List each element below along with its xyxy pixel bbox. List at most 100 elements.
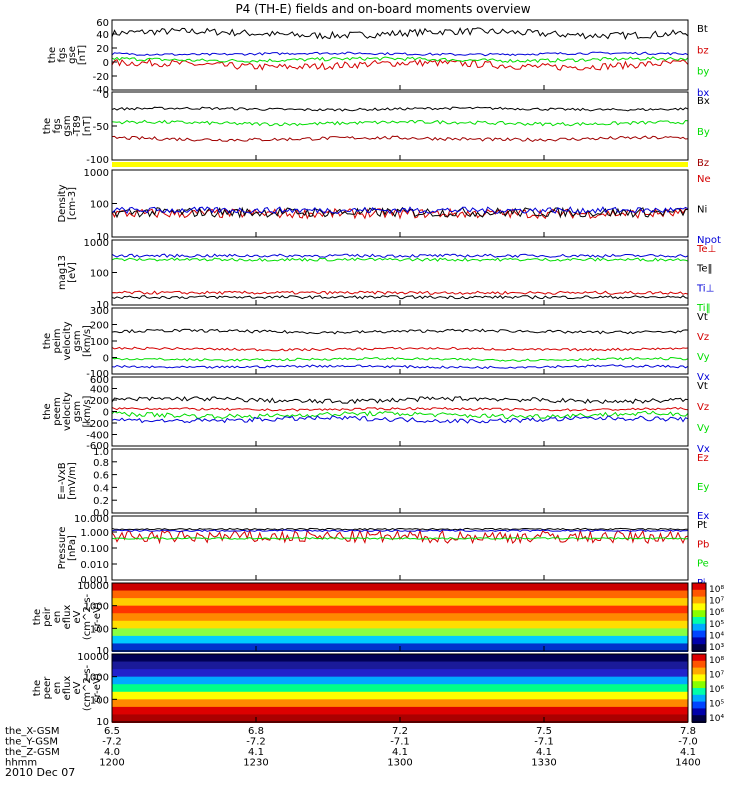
colorbar-tick-label: 10⁵	[709, 620, 724, 630]
series-Vz-line	[111, 346, 689, 352]
series-Vy-line	[111, 410, 689, 420]
y-tick-label: -200	[86, 419, 109, 430]
legend-label-Ey: Ey	[697, 482, 709, 493]
y-tick-label: 10000	[77, 581, 109, 592]
colorbar-tick-label: 10⁴	[709, 714, 724, 724]
legend-label-Ni: Ni	[697, 205, 707, 216]
y-tick-label: 600	[90, 375, 109, 386]
x-axis-tick-label: 4.1	[392, 747, 408, 758]
colorbar-segment	[692, 630, 706, 639]
legend-label-Ez: Ez	[697, 453, 709, 464]
y-label-line: (cm^2-s-	[82, 664, 93, 711]
legend-label-Te⊥: Te⊥	[696, 244, 716, 255]
colorbar-tick-label: 10⁶	[709, 685, 724, 695]
y-label-line: gsm	[62, 115, 73, 136]
y-label-line: en	[52, 682, 63, 695]
y-tick-label: 0.2	[93, 496, 109, 507]
colorbar-tick-label: 10⁸	[709, 585, 724, 595]
series-Ne-line	[111, 207, 689, 220]
y-label-line: Density	[57, 184, 68, 222]
legend-label-Vt: Vt	[697, 381, 708, 392]
series-Ti‖-line	[111, 257, 689, 262]
spectrogram-band	[112, 669, 688, 678]
y-tick-label: 10	[96, 300, 109, 311]
colorbar-segment	[692, 610, 706, 618]
series-Npot-line	[111, 206, 689, 215]
y-tick-label: -20	[93, 72, 109, 83]
panel-8: PtPbPePi10.0001.0000.1000.0100.001Pressu…	[57, 514, 709, 589]
y-tick-label: 20	[96, 44, 109, 55]
y-tick-label: -600	[86, 441, 109, 452]
panel-10: 10⁸ 10⁷ 10⁶ 10⁵ 10⁴ 10000 1000 100 10 the peer en ef…	[32, 652, 724, 728]
y-axis-label: mag13 [eV]	[57, 255, 78, 290]
colorbar-segment	[692, 694, 706, 703]
y-label-line: the	[47, 47, 58, 63]
y-tick-label: 1.0	[93, 447, 109, 458]
y-label-line: [nT]	[82, 116, 93, 136]
colorbar-segment	[692, 623, 706, 632]
y-label-line: [cm-3]	[67, 187, 78, 220]
colorbar-tick-label: 10⁵	[709, 700, 724, 710]
legend-label-Bt: Bt	[697, 24, 708, 35]
y-label-line: [mV/m]	[67, 462, 78, 500]
series-Ni-line	[111, 206, 689, 219]
spectrogram-band	[112, 598, 688, 607]
colorbar-segment	[692, 660, 706, 669]
y-label-line: velocity	[62, 392, 73, 431]
y-axis-label: Pressure [nPa]	[57, 527, 78, 570]
colorbar-segment	[692, 589, 706, 598]
x-axis-tick-label: 1330	[531, 758, 556, 769]
legend-label-Vt: Vt	[697, 312, 708, 323]
y-label-line: eV	[72, 610, 83, 623]
colorbar-segment	[692, 637, 706, 646]
colorbar-segment	[692, 667, 706, 676]
y-label-line: gsm	[72, 330, 83, 351]
spectrogram-band	[112, 684, 688, 693]
y-label-line: mag13	[57, 255, 68, 290]
y-tick-label: -400	[86, 431, 109, 442]
figure-title: P4 (TH-E) fields and on-board moments ov…	[235, 2, 530, 16]
colorbar-segment	[692, 674, 706, 683]
series-Vx-line	[111, 415, 689, 424]
x-axis-tick-label: 4.1	[248, 747, 264, 758]
y-tick-label: 10	[96, 646, 109, 657]
legend-label-Pb: Pb	[697, 539, 709, 550]
series-Bt-line	[111, 27, 689, 40]
y-label-line: the	[42, 403, 53, 419]
y-tick-label: 400	[90, 385, 109, 396]
spectrogram-band	[112, 590, 688, 600]
panel-frame	[111, 307, 689, 375]
y-label-line: eV	[72, 681, 83, 694]
y-tick-label: 100	[90, 624, 109, 635]
spectrogram-band	[112, 676, 688, 686]
spectrogram-band	[112, 661, 688, 671]
y-tick-label: 0.001	[80, 575, 109, 586]
colorbar-tick-label: 10⁷	[709, 671, 724, 681]
legend-label-Vy: Vy	[697, 352, 710, 363]
panel-frame	[111, 515, 689, 581]
series-Vt-line	[111, 328, 689, 335]
colorbar-tick-label: 10⁸	[709, 656, 724, 666]
legend-label-Vx: Vx	[697, 372, 710, 383]
y-tick-label: 1000	[84, 673, 109, 684]
y-tick-label: 1000	[84, 602, 109, 613]
y-label-line: the	[42, 333, 53, 349]
y-label-line: peem	[52, 397, 63, 425]
y-label-line: peim	[52, 328, 63, 353]
spectrogram-band	[112, 620, 688, 630]
series-Vz-line	[111, 406, 689, 412]
x-axis-tick-label: 6.8	[248, 726, 264, 737]
y-tick-label: 100	[90, 695, 109, 706]
series-by-line	[111, 56, 689, 64]
y-axis-label: E=-VxB [mV/m]	[57, 462, 78, 500]
y-tick-label: 200	[90, 321, 109, 332]
y-tick-label: 10000	[77, 652, 109, 663]
y-tick-label: 0	[103, 408, 109, 419]
colorbar-segment	[692, 708, 706, 717]
colorbar-frame	[691, 653, 707, 723]
y-tick-label: 0.010	[80, 560, 109, 571]
x-axis-tick-label: -7.2	[102, 737, 122, 748]
y-axis-label: the peem velocity gsm [km/s]	[42, 392, 93, 431]
